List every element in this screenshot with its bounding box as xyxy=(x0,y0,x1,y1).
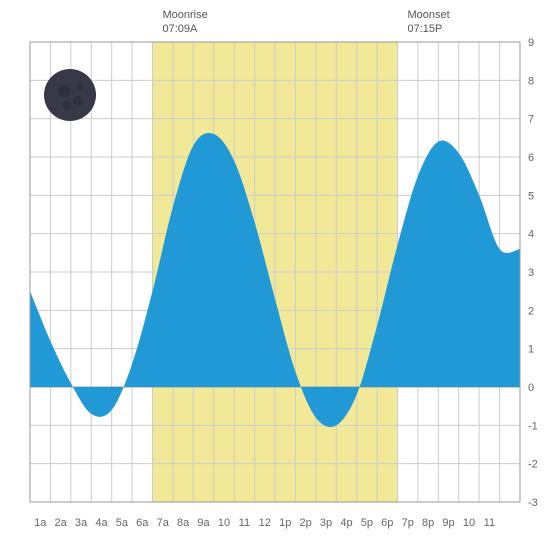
x-tick-label: 5p xyxy=(361,517,373,529)
y-tick-label: 9 xyxy=(528,37,534,49)
x-tick-label: 1a xyxy=(34,517,47,529)
x-tick-label: 2a xyxy=(55,517,68,529)
x-tick-label: 9p xyxy=(442,517,454,529)
y-tick-label: 1 xyxy=(528,344,534,356)
moonset-label: Moonset xyxy=(408,9,450,21)
x-tick-label: 10 xyxy=(218,517,230,529)
x-tick-label: 6a xyxy=(136,517,149,529)
x-tick-label: 5a xyxy=(116,517,129,529)
x-tick-label: 6p xyxy=(381,517,393,529)
x-tick-label: 7a xyxy=(157,517,170,529)
x-tick-label: 8p xyxy=(422,517,434,529)
x-tick-label: 3a xyxy=(75,517,88,529)
y-tick-label: -1 xyxy=(528,420,538,432)
x-tick-label: 11 xyxy=(239,517,250,529)
y-tick-label: 2 xyxy=(528,305,534,317)
moonrise-label: Moonrise xyxy=(163,9,208,21)
x-tick-label: 7p xyxy=(402,517,414,529)
y-tick-label: 5 xyxy=(528,190,534,202)
x-tick-label: 11 xyxy=(484,517,495,529)
y-tick-label: 8 xyxy=(528,75,534,87)
x-tick-label: 2p xyxy=(300,517,312,529)
x-tick-label: 10 xyxy=(463,517,475,529)
x-tick-label: 12 xyxy=(259,517,271,529)
y-tick-label: 4 xyxy=(528,229,534,241)
y-tick-label: 0 xyxy=(528,382,534,394)
chart-svg: -3-2-101234567891a2a3a4a5a6a7a8a9a101112… xyxy=(0,0,550,550)
y-tick-label: 7 xyxy=(528,114,534,126)
y-tick-label: -3 xyxy=(528,497,538,509)
y-tick-label: 6 xyxy=(528,152,534,164)
moonset-time: 07:15P xyxy=(408,23,443,35)
x-tick-label: 1p xyxy=(279,517,291,529)
x-tick-label: 8a xyxy=(177,517,190,529)
moon-phase-icon xyxy=(44,69,96,121)
x-tick-label: 4a xyxy=(95,517,108,529)
x-tick-label: 3p xyxy=(320,517,332,529)
tide-chart: -3-2-101234567891a2a3a4a5a6a7a8a9a101112… xyxy=(0,0,550,550)
y-tick-label: -2 xyxy=(528,459,538,471)
y-tick-label: 3 xyxy=(528,267,534,279)
moonrise-time: 07:09A xyxy=(163,23,199,35)
x-tick-label: 9a xyxy=(197,517,210,529)
x-tick-label: 4p xyxy=(340,517,352,529)
